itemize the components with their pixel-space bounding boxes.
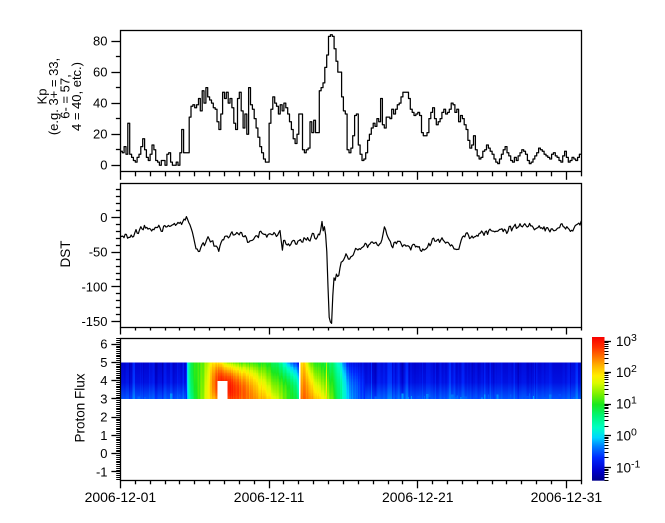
svg-text:0: 0 <box>100 446 107 461</box>
svg-text:-50: -50 <box>89 245 108 260</box>
svg-text:2006-12-01: 2006-12-01 <box>85 489 157 505</box>
svg-text:Kp: Kp <box>35 89 50 105</box>
svg-text:-150: -150 <box>81 314 107 329</box>
svg-text:(e.g. 3+ = 33,: (e.g. 3+ = 33, <box>46 58 61 135</box>
svg-text:0: 0 <box>100 158 107 173</box>
svg-text:3: 3 <box>100 391 107 406</box>
svg-text:20: 20 <box>93 127 107 142</box>
svg-text:Proton Flux: Proton Flux <box>73 373 88 442</box>
svg-text:0: 0 <box>100 210 107 225</box>
svg-text:40: 40 <box>93 96 107 111</box>
svg-text:60: 60 <box>93 65 107 80</box>
svg-text:2006-12-31: 2006-12-31 <box>531 489 603 505</box>
svg-text:-100: -100 <box>81 279 107 294</box>
svg-text:2006-12-11: 2006-12-11 <box>234 489 305 505</box>
svg-text:5: 5 <box>100 355 107 370</box>
svg-text:2: 2 <box>100 410 107 425</box>
svg-text:2006-12-21: 2006-12-21 <box>382 489 454 505</box>
svg-text:DST: DST <box>58 241 73 268</box>
svg-text:80: 80 <box>93 34 107 49</box>
svg-text:-1: -1 <box>96 464 108 479</box>
svg-text:6: 6 <box>100 337 107 352</box>
svg-text:1: 1 <box>100 428 107 443</box>
svg-text:6- = 57,: 6- = 57, <box>58 74 73 118</box>
svg-text:4: 4 <box>100 373 107 388</box>
svg-text:4 = 40, etc.): 4 = 40, etc.) <box>69 62 84 131</box>
